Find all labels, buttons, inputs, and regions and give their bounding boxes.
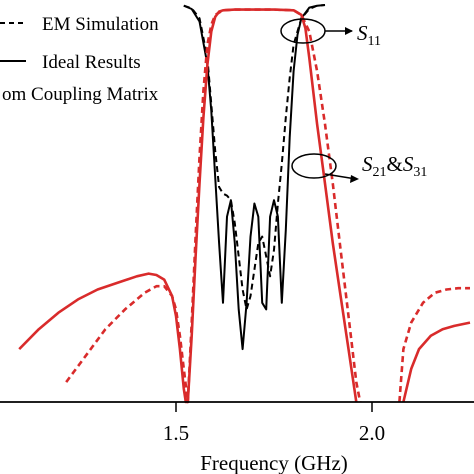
annotation-ellipse-s21: [291, 153, 337, 179]
arrowhead-s11: [345, 27, 353, 35]
x-axis-title: Frequency (GHz): [200, 451, 348, 474]
legend-label-coupling: om Coupling Matrix: [2, 84, 159, 105]
legend: EM Simulation Ideal Results om Coupling …: [0, 14, 159, 105]
series-line-6: [402, 321, 471, 403]
series-line-1: [183, 4, 326, 311]
tick-label-1-5: 1.5: [163, 421, 189, 445]
series-line-4: [65, 8, 362, 404]
series-line-5: [398, 286, 470, 403]
curves-layer: [18, 4, 471, 404]
tick-label-2-0: 2.0: [359, 421, 385, 445]
legend-label-em: EM Simulation: [42, 14, 159, 35]
x-ticks: [175, 402, 373, 412]
annotation-s11: S11: [280, 18, 381, 49]
series-line-3: [18, 8, 358, 404]
annotation-label-s11: S11: [357, 21, 381, 49]
arrowhead-s21: [350, 175, 359, 183]
annotation-label-s21-s31: S21&S31: [362, 152, 427, 180]
series-line-2: [183, 4, 326, 351]
legend-label-ideal: Ideal Results: [42, 52, 141, 73]
annotation-s21-s31: S21&S31: [291, 152, 427, 183]
